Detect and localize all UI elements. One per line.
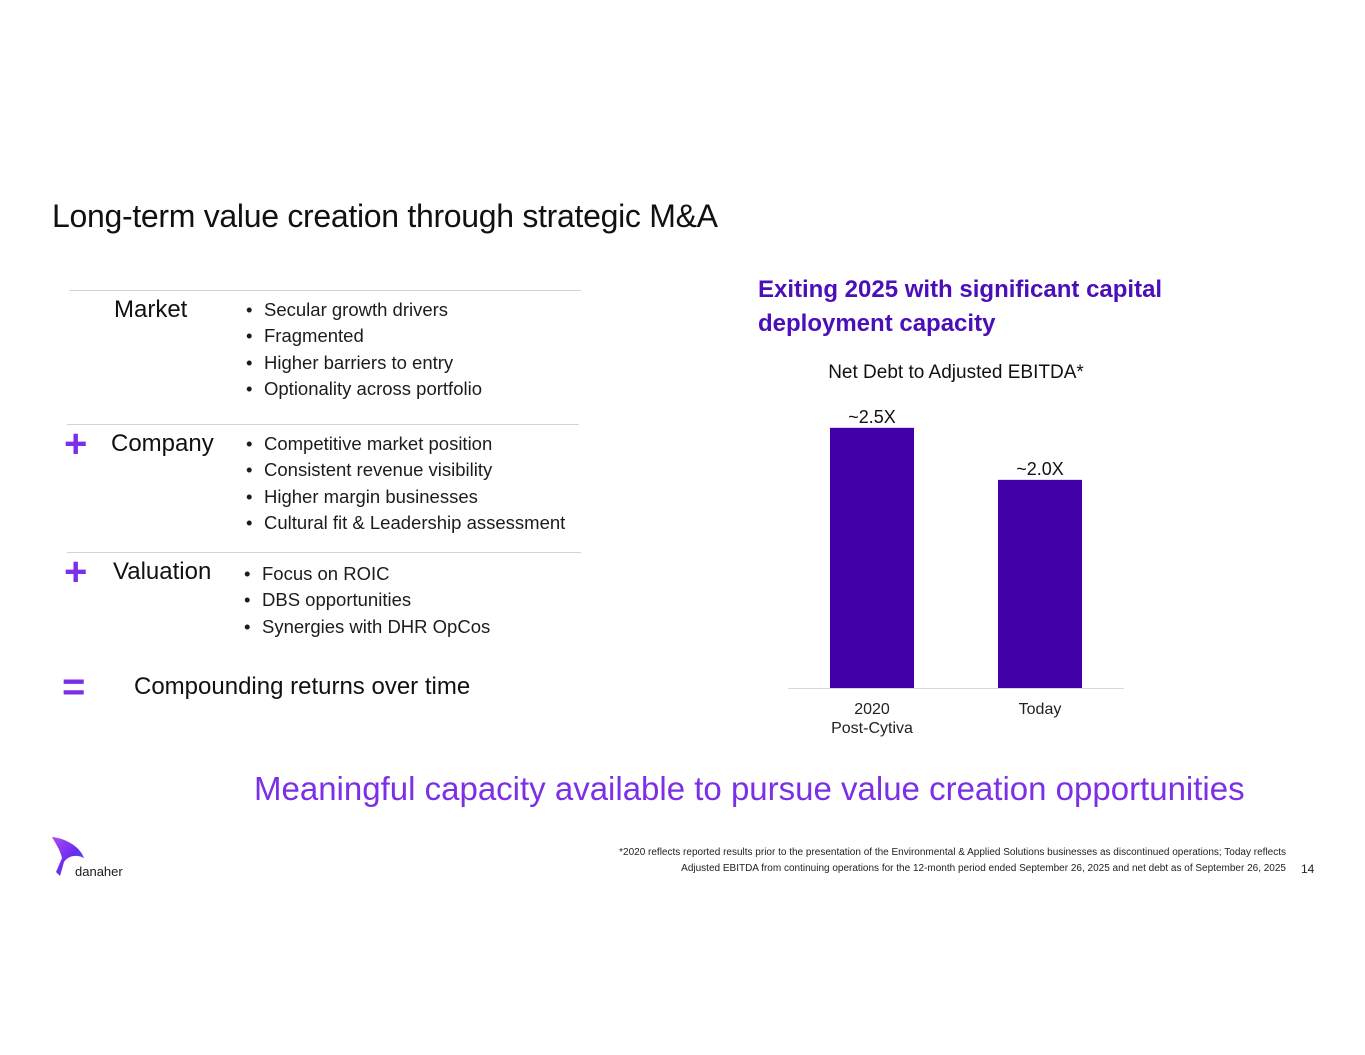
row-label-company: Company bbox=[111, 430, 214, 457]
market-bullets: Secular growth drivers Fragmented Higher… bbox=[244, 297, 482, 402]
bullet-item: Fragmented bbox=[244, 323, 482, 349]
chart-title: Net Debt to Adjusted EBITDA* bbox=[828, 362, 1084, 383]
divider bbox=[69, 290, 581, 291]
bullet-item: DBS opportunities bbox=[242, 587, 490, 613]
data-label: ~2.5X bbox=[848, 407, 896, 427]
data-label: ~2.0X bbox=[1016, 459, 1064, 479]
plus-icon: + bbox=[64, 550, 88, 594]
row-label-market: Market bbox=[114, 296, 188, 323]
valuation-bullets: Focus on ROIC DBS opportunities Synergie… bbox=[242, 561, 490, 640]
footnote-line: *2020 reflects reported results prior to… bbox=[619, 847, 1286, 858]
category-label: 2020 bbox=[854, 701, 890, 718]
page-number: 14 bbox=[1301, 862, 1315, 876]
bullet-item: Optionality across portfolio bbox=[244, 376, 482, 402]
danaher-logo: danaher bbox=[50, 836, 130, 887]
bar-chart: ~2.5X 2020 Post-Cytiva ~2.0X Today bbox=[788, 407, 1124, 737]
svg-text:danaher: danaher bbox=[75, 864, 123, 879]
bullet-item: Competitive market position bbox=[244, 431, 565, 457]
category-label: Post-Cytiva bbox=[831, 720, 913, 737]
category-label: Today bbox=[1019, 701, 1062, 718]
row-label-valuation: Valuation bbox=[113, 558, 212, 585]
page-title: Long-term value creation through strateg… bbox=[52, 198, 718, 234]
footnote: *2020 reflects reported results prior to… bbox=[619, 845, 1286, 877]
footnote-line: Adjusted EBITDA from continuing operatio… bbox=[681, 863, 1286, 874]
bullet-item: Cultural fit & Leadership assessment bbox=[244, 510, 565, 536]
plus-icon: + bbox=[64, 422, 88, 466]
divider bbox=[67, 424, 579, 425]
bullet-item: Secular growth drivers bbox=[244, 297, 482, 323]
bar bbox=[998, 479, 1082, 688]
chart-headline: Exiting 2025 with significant capital de… bbox=[758, 276, 1163, 337]
equals-icon: = bbox=[62, 665, 86, 709]
divider bbox=[67, 552, 581, 553]
bullet-item: Focus on ROIC bbox=[242, 561, 490, 587]
bullet-item: Higher barriers to entry bbox=[244, 350, 482, 376]
result-text: Compounding returns over time bbox=[134, 673, 471, 700]
bullet-item: Consistent revenue visibility bbox=[244, 457, 565, 483]
bullet-item: Higher margin businesses bbox=[244, 484, 565, 510]
bar bbox=[830, 427, 914, 688]
bullet-item: Synergies with DHR OpCos bbox=[242, 614, 490, 640]
company-bullets: Competitive market position Consistent r… bbox=[244, 431, 565, 536]
tagline: Meaningful capacity available to pursue … bbox=[254, 770, 1245, 807]
